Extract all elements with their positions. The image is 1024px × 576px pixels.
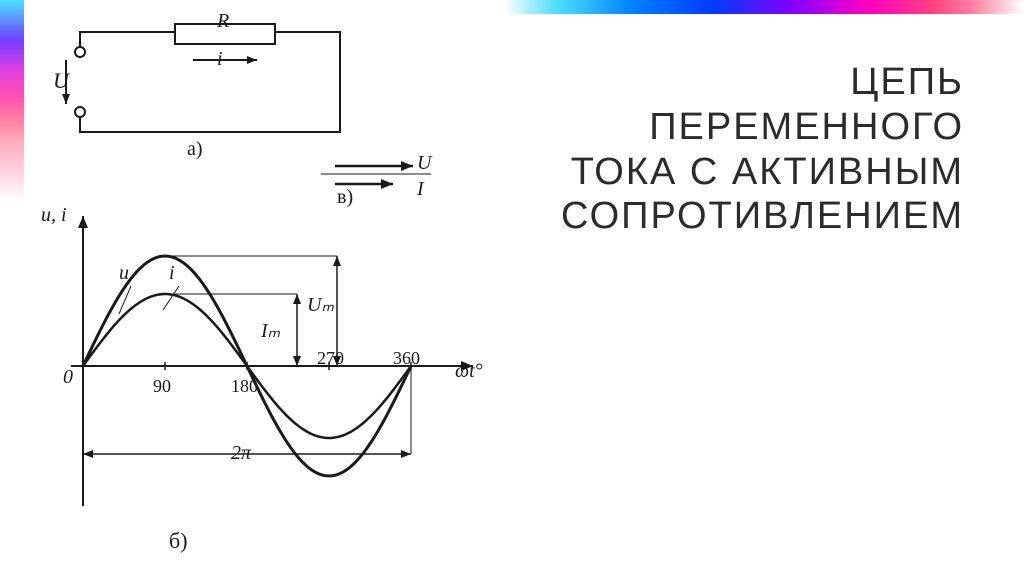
diagram-container: R U i а) U I в) u, i 0 ωt° u i Uₘ Iₘ 2π … bbox=[35, 18, 515, 558]
tick-360: 360 bbox=[393, 348, 420, 369]
wave-xlabel: ωt° bbox=[455, 360, 483, 383]
wave-period: 2π bbox=[231, 442, 251, 465]
wave-i: i bbox=[169, 262, 175, 285]
phasor-U: U bbox=[417, 152, 431, 175]
title-line: СОПРОТИВЛЕНИЕМ bbox=[544, 194, 964, 239]
title-line: ЦЕПЬ bbox=[544, 60, 964, 105]
page-title: ЦЕПЬ ПЕРЕМЕННОГО ТОКА С АКТИВНЫМ СОПРОТИ… bbox=[544, 60, 964, 239]
decorative-stripe-left bbox=[0, 0, 24, 200]
label-i: i bbox=[217, 48, 223, 71]
wave-u: u bbox=[119, 262, 129, 285]
label-a: а) bbox=[187, 138, 203, 161]
diagram-svg bbox=[35, 18, 515, 558]
tick-90: 90 bbox=[153, 376, 171, 397]
wave-origin: 0 bbox=[63, 366, 73, 389]
label-U: U bbox=[53, 68, 69, 94]
tick-270: 270 bbox=[317, 348, 344, 369]
decorative-stripe-top bbox=[504, 0, 1024, 14]
title-line: ПЕРЕМЕННОГО bbox=[544, 105, 964, 150]
label-R: R bbox=[217, 10, 229, 33]
title-line: ТОКА С АКТИВНЫМ bbox=[544, 150, 964, 195]
phasor-I: I bbox=[417, 178, 424, 201]
wave-Im: Iₘ bbox=[261, 318, 280, 343]
label-v: в) bbox=[337, 186, 353, 209]
tick-180: 180 bbox=[231, 376, 258, 397]
wave-axis-label: u, i bbox=[41, 204, 67, 227]
label-b: б) bbox=[169, 528, 188, 554]
wave-Um: Uₘ bbox=[307, 292, 334, 317]
